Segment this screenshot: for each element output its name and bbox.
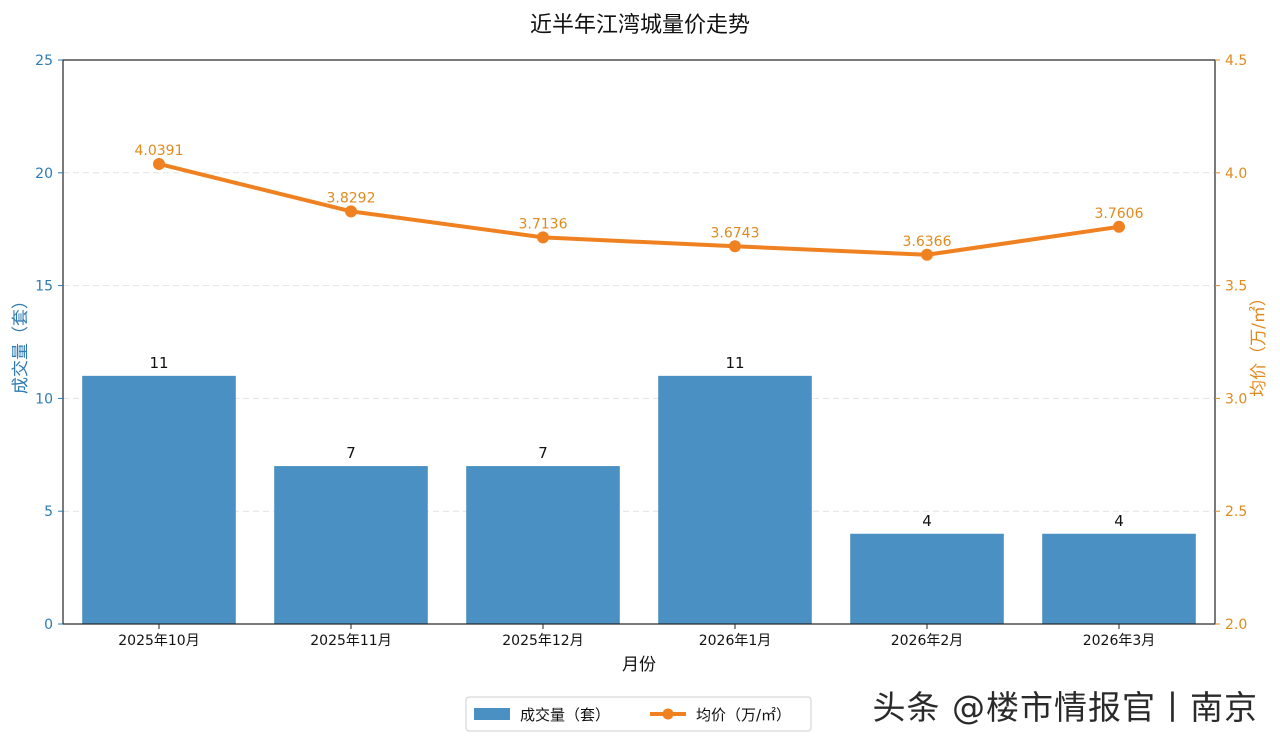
legend-bar-swatch [474, 708, 510, 720]
bar-value-label: 7 [538, 444, 548, 462]
bar [466, 466, 620, 624]
legend-frame [465, 696, 812, 732]
line-value-label: 3.7136 [519, 216, 568, 232]
line-series-group: 4.0391 3.8292 3.7136 3.6743 3.6366 3.7606 [135, 143, 1144, 261]
bars-group [82, 375, 1196, 624]
x-tick-label: 2025年12月 [502, 633, 583, 649]
plot-frame [62, 59, 1216, 625]
x-tick-label: 2025年11月 [310, 633, 391, 649]
grid-lines [63, 172, 1215, 512]
y-left-tick-label: 15 [35, 279, 53, 295]
line-value-label: 4.0391 [135, 143, 184, 159]
y-right-tick-label: 2.0 [1225, 617, 1247, 633]
y-left-ticks-group: 0 5 10 15 20 25 [35, 53, 63, 633]
bar-labels-group: 11 7 7 11 4 4 [149, 354, 1123, 530]
legend-line-marker [662, 708, 674, 720]
chart-title: 近半年江湾城量价走势 [530, 13, 750, 38]
y-right-tick-label: 3.5 [1225, 279, 1247, 295]
bar-value-label: 11 [149, 354, 168, 372]
y-right-tick-label: 2.5 [1225, 504, 1247, 520]
bar-value-label: 4 [1114, 512, 1124, 530]
bar-value-label: 7 [346, 444, 356, 462]
bar [274, 466, 428, 624]
y-left-tick-label: 0 [44, 617, 53, 633]
line-value-label: 3.6366 [903, 234, 952, 250]
x-tick-label: 2025年10月 [118, 633, 199, 649]
line-point [729, 240, 741, 253]
watermark: 头条 @楼市情报官丨南京 [872, 688, 1258, 727]
y-right-axis-label: 均价（万/㎡） [1249, 289, 1269, 397]
bar [850, 533, 1004, 624]
line-point [1113, 220, 1125, 233]
line-value-label: 3.8292 [327, 190, 376, 206]
line-value-label: 3.6743 [711, 225, 760, 241]
legend-bar-label: 成交量（套） [520, 706, 610, 724]
y-right-tick-label: 4.0 [1225, 166, 1247, 182]
line-point [345, 205, 357, 218]
y-left-tick-label: 20 [35, 166, 53, 182]
price-line [157, 161, 1121, 257]
y-left-tick-label: 10 [35, 391, 53, 407]
legend-line-label: 均价（万/㎡） [696, 706, 791, 724]
x-tick-label: 2026年1月 [699, 633, 772, 649]
y-right-ticks-group: 2.0 2.5 3.0 3.5 4.0 4.5 [1215, 53, 1247, 633]
y-left-tick-label: 25 [35, 53, 53, 69]
x-tick-label: 2026年3月 [1083, 633, 1156, 649]
y-right-tick-label: 4.5 [1225, 53, 1247, 69]
bar [82, 375, 236, 624]
bar [658, 375, 812, 624]
line-point [153, 157, 165, 170]
bar [1042, 533, 1196, 624]
x-tick-label: 2026年2月 [891, 633, 964, 649]
legend: 成交量（套） 均价（万/㎡） [465, 696, 812, 732]
line-point [921, 248, 933, 261]
line-point [537, 231, 549, 244]
bar-value-label: 4 [922, 512, 932, 530]
y-left-tick-label: 5 [44, 504, 53, 520]
x-ticks-group: 2025年10月 2025年11月 2025年12月 2026年1月 2026年2月 20… [118, 624, 1155, 649]
axes-group [62, 59, 1216, 625]
bar-value-label: 11 [725, 354, 744, 372]
y-left-axis-label: 成交量（套） [11, 292, 31, 394]
x-axis-label: 月份 [622, 655, 656, 675]
line-value-label: 3.7606 [1095, 206, 1144, 222]
y-right-tick-label: 3.0 [1225, 391, 1247, 407]
